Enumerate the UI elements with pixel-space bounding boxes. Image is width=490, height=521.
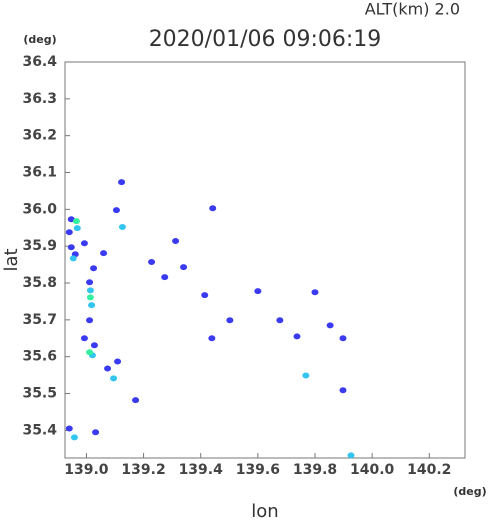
echo-point: [180, 264, 188, 271]
echo-point: [110, 375, 118, 382]
altitude-label: ALT(km) 2.0: [365, 0, 460, 19]
echo-point: [65, 425, 73, 432]
echo-point: [132, 397, 140, 404]
echo-point: [293, 333, 301, 340]
echo-point: [347, 452, 355, 459]
echo-point: [70, 434, 78, 441]
x-tick-label: 139.6: [236, 462, 280, 478]
echo-point: [80, 335, 88, 342]
x-tick-label: 140.0: [350, 462, 395, 478]
y-tick-label: 36.3: [22, 91, 57, 107]
echo-point: [100, 250, 108, 257]
echo-point: [86, 294, 94, 301]
x-tick-label: 139.0: [64, 462, 109, 478]
echo-point: [67, 244, 75, 251]
echo-point: [172, 238, 180, 245]
echo-point: [92, 429, 100, 436]
echo-point: [302, 372, 310, 379]
x-tick-label: 139.4: [179, 462, 224, 478]
y-tick-label: 35.9: [22, 238, 57, 254]
echo-point: [339, 387, 347, 394]
chart-title: 2020/01/06 09:06:19: [149, 27, 382, 52]
y-tick-label: 36.1: [22, 165, 57, 181]
echo-point: [104, 365, 112, 372]
echo-point: [86, 279, 94, 286]
echo-point: [226, 317, 234, 324]
echo-point: [209, 205, 217, 212]
y-tick-label: 36.2: [22, 128, 57, 144]
y-tick-label: 35.7: [22, 312, 57, 328]
echo-point: [65, 229, 73, 236]
echo-point: [161, 274, 169, 281]
x-tick-label: 139.8: [293, 462, 337, 478]
echo-point: [118, 224, 126, 231]
echo-point: [72, 218, 80, 225]
x-tick-label: 139.2: [121, 462, 165, 478]
echo-point: [69, 255, 77, 262]
echo-point: [90, 265, 98, 272]
echo-point: [86, 317, 94, 324]
y-tick-label: 35.4: [22, 422, 57, 438]
echo-point: [86, 287, 94, 294]
y-tick-label: 36.0: [22, 201, 57, 217]
echo-point: [114, 358, 122, 365]
echo-point: [326, 322, 334, 329]
x-tick-label: 140.2: [407, 462, 451, 478]
echo-point: [90, 342, 98, 349]
plot-frame: [64, 61, 466, 459]
x-axis-label: lon: [251, 501, 278, 521]
x-unit: (deg): [453, 485, 486, 498]
echo-point: [148, 259, 156, 266]
y-tick-label: 35.6: [22, 349, 57, 365]
y-axis-label: lat: [1, 248, 22, 271]
echo-point: [86, 349, 94, 356]
echo-point: [311, 289, 319, 296]
echo-point: [276, 317, 284, 324]
echo-point: [112, 207, 120, 214]
y-unit: (deg): [23, 33, 56, 46]
echo-point: [118, 179, 126, 186]
y-tick-label: 36.4: [22, 54, 57, 70]
echo-point: [73, 225, 81, 232]
echo-point: [88, 302, 96, 309]
echo-point: [201, 292, 209, 299]
echo-point: [339, 335, 347, 342]
echo-point: [80, 240, 88, 247]
y-tick-label: 35.5: [22, 386, 57, 402]
echo-point: [254, 288, 262, 295]
y-tick-label: 35.8: [22, 275, 57, 291]
echo-point: [208, 335, 216, 342]
